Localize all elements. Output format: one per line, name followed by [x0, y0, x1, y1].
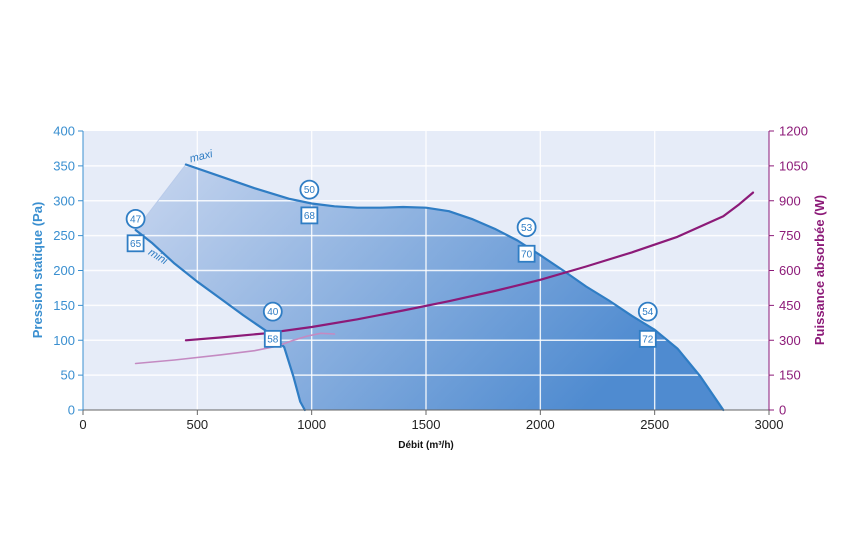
x-tick-label: 0: [79, 417, 86, 432]
left-tick-label: 400: [53, 124, 75, 139]
x-tick-label: 2000: [526, 417, 555, 432]
right-tick-label: 600: [779, 263, 801, 278]
x-tick-label: 1500: [412, 417, 441, 432]
circle-marker: [299, 179, 320, 200]
left-tick-label: 200: [53, 263, 75, 278]
square-marker-label: 58: [267, 334, 279, 345]
right-tick-label: 150: [779, 368, 801, 383]
square-marker: [638, 329, 657, 348]
square-marker-label: 70: [521, 249, 533, 260]
circle-marker: [262, 301, 283, 322]
curve-label-maxi: maxi: [188, 148, 214, 165]
right-tick-label: 1200: [779, 124, 808, 139]
square-marker-label: 65: [130, 239, 142, 250]
circle-marker: [125, 208, 146, 229]
right-tick-label: 750: [779, 228, 801, 243]
left-tick-label: 50: [61, 368, 75, 383]
square-marker: [263, 329, 282, 348]
circle-marker: [637, 301, 658, 322]
square-marker: [300, 206, 319, 225]
x-axis-title: Débit (m³/h): [398, 440, 454, 451]
circle-marker-label: 54: [642, 307, 654, 318]
square-marker: [126, 234, 145, 253]
right-tick-label: 300: [779, 333, 801, 348]
left-tick-label: 250: [53, 228, 75, 243]
left-tick-label: 300: [53, 193, 75, 208]
circle-marker-label: 50: [304, 185, 316, 196]
left-tick-label: 0: [68, 403, 75, 418]
ticks: 0 500 1000 1500 2000 2500 30000501001502002503…: [53, 124, 808, 433]
circle-marker-label: 53: [521, 223, 533, 234]
left-axis-title: Pression statique (Pa): [30, 202, 45, 339]
square-marker-label: 72: [642, 334, 654, 345]
right-tick-label: 450: [779, 298, 801, 313]
maxi-curve: [184, 163, 725, 412]
x-tick-label: 3000: [755, 417, 784, 432]
operating-area-fill: [135, 164, 724, 410]
x-tick-label: 1000: [297, 417, 326, 432]
right-tick-label: 900: [779, 193, 801, 208]
square-marker-label: 68: [304, 211, 316, 222]
x-tick-label: 2500: [640, 417, 669, 432]
circle-marker: [516, 217, 537, 238]
square-marker: [517, 244, 536, 263]
left-tick-label: 350: [53, 158, 75, 173]
right-tick-label: 0: [779, 403, 786, 418]
x-tick-label: 500: [186, 417, 208, 432]
mini-curve: [134, 228, 306, 412]
operating-area: [135, 164, 724, 410]
circle-marker-label: 40: [267, 307, 279, 318]
left-tick-label: 100: [53, 333, 75, 348]
right-axis-title: Puissance absorbée (W): [812, 195, 827, 345]
markers: 47 50 53 40 54 65 68 70 58 72: [125, 179, 658, 348]
right-tick-label: 1050: [779, 158, 808, 173]
left-tick-label: 150: [53, 298, 75, 313]
circle-marker-label: 47: [130, 214, 142, 225]
